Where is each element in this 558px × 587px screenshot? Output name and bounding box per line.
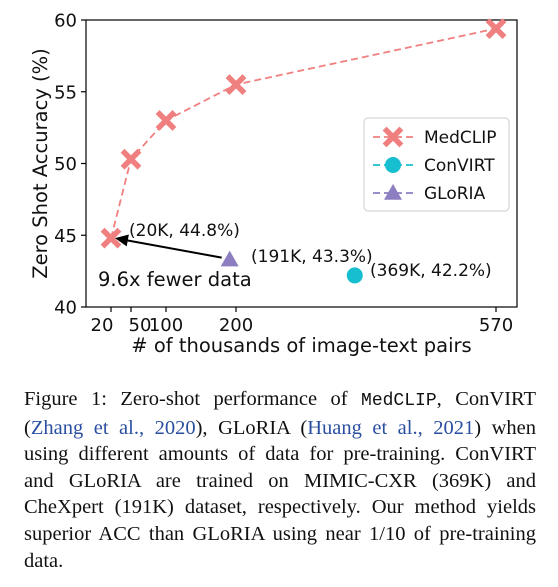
marker-stroke — [225, 74, 247, 95]
figure-caption: Figure 1: Zero-shot performance of MedCL… — [24, 386, 536, 574]
legend-gloria-label: GLoRIA — [424, 184, 486, 204]
medclip-point — [225, 74, 247, 95]
caption-label: Figure 1: — [24, 388, 107, 410]
medclip-point — [100, 227, 122, 249]
annotation-gloria: (191K, 43.3%) — [251, 247, 373, 267]
x-tick-label: 200 — [219, 315, 253, 336]
annotation-fewer-data: 9.6x fewer data — [98, 268, 252, 291]
caption-method-name: MedCLIP — [361, 391, 437, 411]
annotation-convirt: (369K, 42.2%) — [370, 261, 492, 281]
medclip-point — [155, 110, 177, 131]
x-tick-label: 100 — [149, 315, 183, 336]
citation-zhang[interactable]: Zhang et al., 2020 — [30, 416, 196, 439]
medclip-point — [120, 148, 142, 170]
gloria-point — [220, 250, 239, 267]
y-tick-label: 50 — [54, 154, 77, 175]
marker-stroke — [100, 227, 122, 249]
legend-convirt-marker — [385, 157, 401, 173]
x-axis-label: # of thousands of image-text pairs — [131, 334, 471, 357]
comparison-arrow-head — [115, 234, 129, 247]
y-tick-label: 60 — [54, 11, 77, 32]
medclip-point — [485, 18, 507, 39]
caption-text-4: ) when using different amounts of data f… — [24, 416, 537, 572]
y-tick-label: 55 — [54, 82, 77, 103]
caption-text-3: ), GLoRIA ( — [195, 416, 308, 439]
marker-stroke — [155, 110, 177, 131]
marker-stroke — [120, 148, 142, 170]
x-tick-label: 50 — [129, 315, 152, 336]
convirt-point — [346, 267, 363, 284]
y-axis-label: Zero Shot Accuracy (%) — [29, 48, 52, 279]
legend-convirt-label: ConVIRT — [424, 156, 495, 176]
y-tick-label: 40 — [54, 298, 77, 319]
comparison-arrow-line — [126, 239, 222, 259]
marker-stroke — [485, 18, 507, 39]
legend-medclip-marker — [382, 126, 404, 148]
x-tick-label: 570 — [479, 315, 513, 336]
legend-medclip-label: MedCLIP — [424, 128, 497, 148]
caption-text-2: , ConVIRT ( — [24, 388, 536, 439]
legend-gloria-marker — [384, 184, 402, 200]
y-tick-label: 45 — [54, 226, 77, 247]
citation-huang[interactable]: Huang et al., 2021 — [307, 416, 475, 439]
caption-text-1: Zero-shot performance of — [106, 388, 362, 410]
annotation-medclip-20k: (20K, 44.8%) — [129, 221, 240, 241]
marker-stroke — [382, 126, 404, 148]
x-tick-label: 20 — [91, 315, 114, 336]
